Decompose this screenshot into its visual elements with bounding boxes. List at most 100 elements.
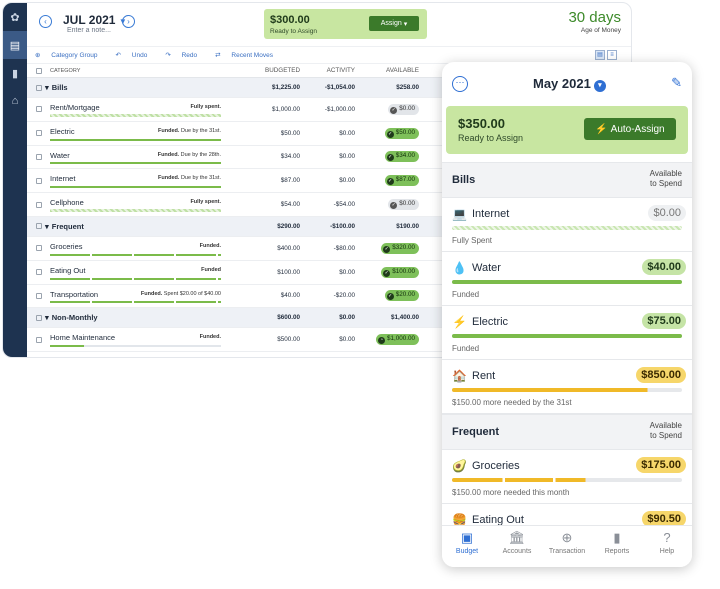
- available-cell: ✓ $50.00: [371, 127, 419, 139]
- reports-icon[interactable]: ▮: [11, 67, 19, 80]
- tab-help[interactable]: ? Help: [642, 526, 692, 567]
- detail-view-icon[interactable]: ▤: [595, 50, 605, 60]
- mobile-progress-bar: [452, 478, 682, 482]
- available-cell: ✓ $100.00: [371, 266, 419, 278]
- budgeted-value[interactable]: $1,000.00: [271, 105, 300, 113]
- accounts-icon[interactable]: ⌂: [11, 95, 19, 107]
- row-checkbox[interactable]: [36, 292, 42, 299]
- available-pill[interactable]: ✓ $0.00: [388, 103, 419, 115]
- tab-label: Budget: [455, 548, 479, 555]
- available-pill[interactable]: ✓ $100.00: [381, 266, 419, 278]
- category-row[interactable]: Home Maintenance Funded. $500.00 $0.00 ◔ $1,…: [27, 328, 631, 353]
- row-checkbox[interactable]: [36, 245, 42, 252]
- more-options-icon[interactable]: ⋯: [452, 76, 468, 92]
- month-note[interactable]: Enter a note...: [67, 27, 111, 34]
- budgeted-value[interactable]: $40.00: [280, 292, 300, 300]
- mobile-available-pill[interactable]: $40.00: [642, 259, 686, 275]
- mobile-month-selector[interactable]: May 2021 ▾: [533, 76, 606, 92]
- row-checkbox[interactable]: [36, 201, 42, 208]
- compact-view-icon[interactable]: ≡: [607, 50, 617, 60]
- budgeted-value[interactable]: $290.00: [277, 222, 300, 230]
- budgeted-value[interactable]: $50.00: [280, 129, 300, 137]
- available-pill[interactable]: ✓ $50.00: [384, 127, 419, 139]
- prev-month-icon[interactable]: ‹: [39, 15, 52, 28]
- budgeted-value[interactable]: $100.00: [277, 268, 300, 276]
- category-row[interactable]: Electric Funded. Due by the 31st. $50.00 $0…: [27, 122, 631, 146]
- expand-triangle-icon[interactable]: ▾: [45, 221, 49, 231]
- category-row[interactable]: Groceries Funded. $400.00 -$80.00 ✓ $320.00: [27, 237, 631, 261]
- recent-moves-button[interactable]: ⇄ Recent Moves: [215, 51, 282, 59]
- tab-reports[interactable]: ▮ Reports: [592, 526, 642, 567]
- category-name: Internet: [50, 174, 76, 184]
- view-toggle: ▤ ≡: [593, 50, 617, 60]
- status-detail: Due by the 31st.: [180, 127, 221, 134]
- budgeted-value[interactable]: $34.00: [280, 153, 300, 161]
- edit-icon[interactable]: ✎: [671, 75, 682, 90]
- category-row[interactable]: Water Funded. Due by the 28th. $34.00 $0.00…: [27, 146, 631, 170]
- row-checkbox[interactable]: [36, 223, 42, 230]
- budgeted-value[interactable]: $1,225.00: [271, 84, 300, 91]
- activity-value: $0.00: [339, 177, 355, 185]
- undo-button[interactable]: ↶ Undo: [116, 51, 157, 59]
- mobile-category-item[interactable]: 🥑 Groceries $175.00 $150.00 more needed thi…: [442, 450, 692, 504]
- budgeted-value[interactable]: $54.00: [280, 201, 300, 209]
- tab-transaction[interactable]: ⊕ Transaction: [542, 526, 592, 567]
- mobile-available-pill[interactable]: $90.50: [642, 511, 686, 527]
- undo-icon: ↶: [115, 52, 121, 59]
- category-row[interactable]: Internet Funded. Due by the 31st. $87.00 $0…: [27, 169, 631, 194]
- category-group-button[interactable]: ⊕ Category Group: [35, 51, 107, 59]
- expand-triangle-icon[interactable]: ▾: [45, 83, 49, 92]
- auto-assign-button[interactable]: ⚡ Auto-Assign: [584, 118, 676, 140]
- house-icon: 🏠: [452, 369, 467, 383]
- budgeted-value[interactable]: $600.00: [277, 314, 300, 322]
- column-available: AVAILABLE: [385, 67, 419, 74]
- next-month-icon[interactable]: ›: [122, 15, 135, 28]
- logo-icon[interactable]: ✿: [10, 11, 20, 24]
- month-selector[interactable]: JUL 2021 ▼: [63, 13, 127, 27]
- funding-progress-bar: [50, 138, 221, 141]
- row-checkbox[interactable]: [36, 269, 42, 276]
- activity-value: -$100.00: [330, 222, 355, 230]
- tab-budget[interactable]: ▣ Budget: [442, 526, 492, 567]
- row-checkbox[interactable]: [36, 336, 42, 343]
- bank-icon: 🏛: [508, 530, 526, 545]
- mobile-category-item[interactable]: 🏠 Rent $850.00 $150.00 more needed by the 3…: [442, 360, 692, 414]
- mobile-available-pill[interactable]: $75.00: [642, 313, 686, 329]
- assign-button[interactable]: Assign ▾: [369, 16, 419, 31]
- mobile-category-item[interactable]: ⚡ Electric $75.00 Funded: [442, 306, 692, 360]
- budgeted-value[interactable]: $500.00: [277, 336, 300, 344]
- row-checkbox[interactable]: [36, 153, 42, 160]
- activity-value: -$54.00: [333, 201, 355, 209]
- expand-triangle-icon[interactable]: ▾: [45, 313, 49, 323]
- category-row[interactable]: Rent/Mortgage Fully spent. $1,000.00 -$1,0…: [27, 98, 631, 122]
- group-name: Non-Monthly: [51, 313, 98, 323]
- row-checkbox[interactable]: [36, 314, 42, 321]
- budget-icon[interactable]: ▤: [3, 31, 27, 59]
- category-row[interactable]: Transportation Funded. Spent $20.00 of $4…: [27, 285, 631, 309]
- available-pill[interactable]: ✓ $0.00: [388, 199, 419, 211]
- budgeted-value[interactable]: $87.00: [280, 177, 300, 185]
- age-of-money-label: Age of Money: [580, 27, 621, 34]
- row-checkbox[interactable]: [36, 130, 42, 137]
- row-checkbox[interactable]: [36, 106, 42, 113]
- budgeted-value[interactable]: $400.00: [277, 244, 300, 252]
- mobile-available-pill[interactable]: $175.00: [636, 457, 686, 473]
- available-pill[interactable]: ✓ $320.00: [381, 242, 419, 254]
- mobile-available-pill[interactable]: $0.00: [648, 205, 686, 221]
- mobile-category-item[interactable]: 💻 Internet $0.00 Fully Spent: [442, 198, 692, 252]
- tab-accounts[interactable]: 🏛 Accounts: [492, 526, 542, 567]
- activity-value: $0.00: [339, 268, 355, 276]
- available-pill[interactable]: ✓ $34.00: [384, 151, 419, 163]
- mobile-available-pill[interactable]: $850.00: [636, 367, 686, 383]
- category-row[interactable]: Eating Out Funded $100.00 $0.00 ✓ $100.00: [27, 261, 631, 285]
- redo-button[interactable]: ↷ Redo: [165, 51, 206, 59]
- available-pill[interactable]: ✓ $87.00: [384, 175, 419, 187]
- funding-progress-bar: [50, 345, 221, 348]
- available-pill[interactable]: ◔ $1,000.00: [375, 334, 419, 346]
- row-checkbox[interactable]: [36, 177, 42, 184]
- row-checkbox[interactable]: [36, 84, 42, 91]
- select-all-checkbox[interactable]: [36, 67, 42, 74]
- available-pill[interactable]: ✓ $20.00: [384, 290, 419, 302]
- category-row[interactable]: Cellphone Fully spent. $54.00 -$54.00 ✓ $0.0…: [27, 193, 631, 217]
- mobile-category-item[interactable]: 💧 Water $40.00 Funded: [442, 252, 692, 306]
